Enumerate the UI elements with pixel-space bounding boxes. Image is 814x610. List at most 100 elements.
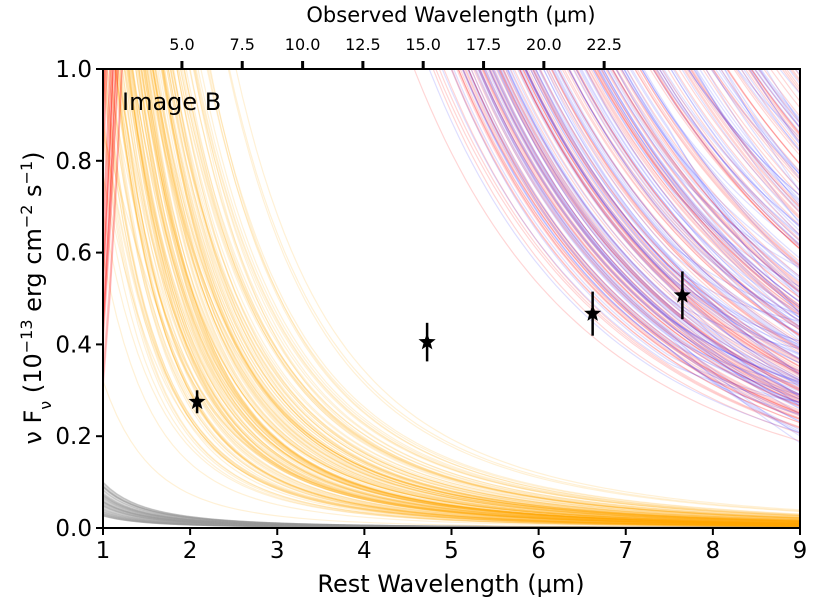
hot-dust-model-curve — [144, 69, 800, 525]
total-model-curve — [479, 69, 800, 400]
total-model-curve — [599, 69, 800, 319]
hot-dust-model-curve — [161, 69, 800, 522]
x-tick-label: 1 — [96, 538, 111, 564]
warm-dust-model-curve — [103, 69, 800, 250]
hot-dust-model-curve — [162, 69, 800, 522]
hot-dust-model-curve — [145, 69, 800, 524]
total-model-curve — [545, 69, 800, 375]
warm-dust-model-curve — [484, 69, 800, 401]
warm-dust-model-curve — [103, 69, 800, 246]
hot-dust-model-curve — [207, 69, 800, 516]
total-model-curve — [606, 69, 800, 296]
hot-dust-model-curve — [188, 69, 800, 518]
warm-dust-model-curve — [604, 69, 800, 299]
top-tick-label: 17.5 — [466, 35, 502, 54]
warm-dust-model-curve — [498, 69, 800, 389]
total-model-curve — [625, 69, 800, 279]
warm-dust-model-curve — [568, 69, 800, 336]
hot-dust-model-curve — [149, 69, 800, 522]
hot-dust-model-curve — [152, 69, 800, 523]
total-model-curve — [492, 69, 800, 404]
hot-dust-model-curve — [136, 69, 800, 525]
hot-dust-model-curve — [131, 69, 800, 526]
hot-dust-model-curve — [169, 69, 800, 521]
warm-dust-model-curve — [489, 69, 800, 398]
total-model-curve — [578, 69, 800, 331]
total-model-curve — [681, 69, 800, 223]
hot-dust-model-curve — [103, 123, 800, 527]
hot-dust-model-curve — [129, 69, 800, 526]
hot-dust-model-curve — [117, 69, 800, 526]
x-axis-title: Rest Wavelength (μm) — [317, 570, 584, 598]
total-model-curve — [542, 69, 800, 351]
hot-dust-model-curve — [103, 88, 800, 527]
hot-dust-model-curve — [144, 69, 800, 525]
hot-dust-model-curve — [127, 69, 800, 526]
total-model-curve — [504, 69, 800, 396]
hot-dust-model-curve — [235, 69, 800, 511]
total-model-curve — [462, 69, 800, 433]
hot-dust-model-curve — [114, 69, 800, 527]
total-model-curve — [511, 69, 800, 407]
hot-dust-model-curve — [157, 69, 800, 524]
warm-dust-model-curve — [495, 69, 800, 390]
total-model-curve — [488, 69, 800, 415]
hot-dust-model-curve — [143, 69, 800, 524]
total-model-curve — [533, 69, 800, 343]
hot-dust-model-curve — [127, 69, 800, 525]
hot-dust-model-curve — [103, 175, 800, 527]
total-model-curve — [462, 69, 800, 431]
warm-dust-model-curve — [576, 69, 800, 328]
hot-dust-model-curve — [176, 69, 800, 521]
hot-dust-model-curve — [227, 69, 800, 513]
hot-dust-model-curve — [166, 69, 800, 521]
total-model-curve — [554, 69, 800, 334]
warm-dust-model-curve — [450, 69, 800, 424]
hot-dust-model-curve — [162, 69, 800, 523]
total-model-curve — [507, 69, 800, 384]
warm-dust-model-curve — [620, 69, 800, 287]
hot-dust-model-curve — [178, 69, 800, 519]
star-marker — [584, 304, 602, 321]
total-model-curve — [488, 69, 800, 383]
total-model-curve — [629, 69, 800, 299]
total-model-curve — [631, 69, 800, 314]
panel-label: Image B — [122, 88, 221, 116]
x-tick-label: 7 — [618, 538, 633, 564]
total-model-curve — [579, 69, 800, 314]
hot-dust-model-curve — [192, 69, 800, 517]
hot-dust-model-curve — [152, 69, 800, 522]
warm-dust-model-curve — [467, 69, 800, 411]
total-model-curve — [529, 69, 800, 356]
total-model-curve — [507, 69, 800, 372]
warm-dust-model-curve — [534, 69, 800, 365]
warm-dust-model-curve — [612, 69, 800, 293]
warm-dust-model-curve — [600, 69, 800, 303]
hot-dust-model-curve — [141, 69, 800, 524]
total-model-curve — [534, 69, 800, 375]
top-tick-label: 5.0 — [169, 35, 194, 54]
hot-dust-model-curve — [135, 69, 800, 525]
total-model-curve — [641, 69, 800, 259]
hot-dust-model-curve — [184, 69, 800, 520]
hot-dust-model-curve — [113, 69, 800, 527]
total-model-curve — [575, 69, 800, 328]
total-model-curve — [428, 69, 800, 433]
warm-dust-model-curve — [532, 69, 800, 367]
warm-dust-model-curve — [626, 69, 800, 278]
warm-dust-model-curve — [666, 69, 800, 236]
y-tick-label: 0.8 — [55, 149, 92, 175]
hot-dust-model-curve — [137, 69, 800, 525]
hot-dust-model-curve — [154, 69, 800, 523]
hot-dust-model-curve — [179, 69, 800, 519]
hot-dust-model-curve — [167, 69, 800, 522]
hot-dust-model-curve — [180, 69, 800, 519]
warm-dust-model-curve — [561, 69, 800, 337]
star-marker — [418, 333, 436, 350]
total-model-curve — [559, 69, 800, 347]
total-model-curve — [542, 69, 800, 360]
hot-dust-model-curve — [176, 69, 800, 520]
hot-dust-model-curve — [167, 69, 800, 520]
